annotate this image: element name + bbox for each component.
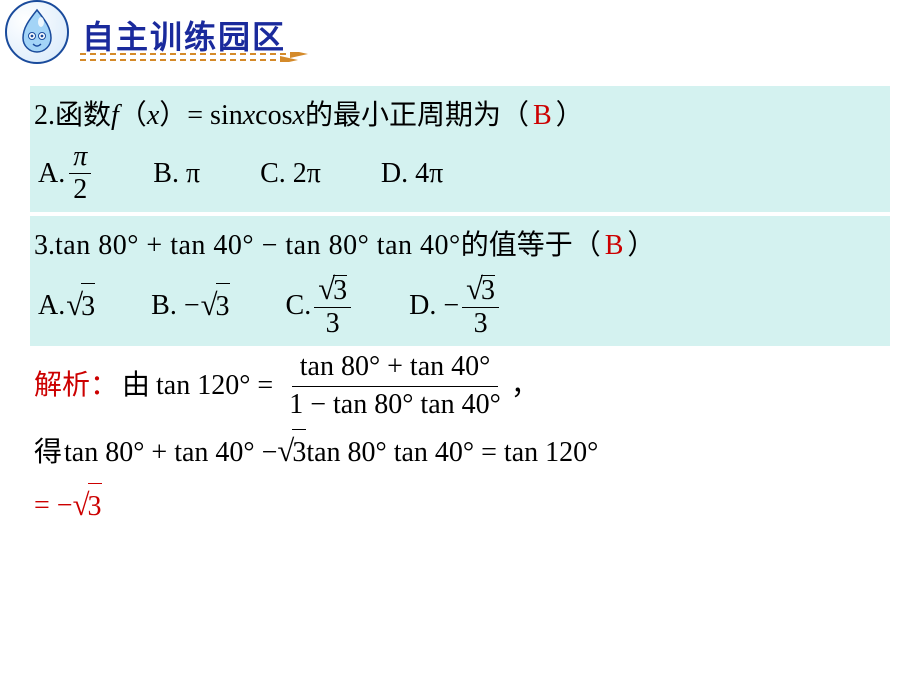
sol-l1-den: 1 − tan 80° tan 40° [281,387,509,421]
sol-l2-a: tan 80° + tan 40° − [64,431,277,474]
rparen3: ） [627,224,655,267]
sol-l1-lhs: tan 120° = [156,364,273,407]
lparen: （ [119,94,147,137]
underline-decoration [80,52,310,62]
q2-x2: x [243,94,255,137]
q2-a-den: 2 [69,174,91,204]
q3-expr: tan 80° + tan 40° − tan 80° tan 40° [55,224,461,267]
sol-line1: 解析： 由 tan 120° = tan 80° + tan 40° 1 − t… [34,352,886,421]
rparen: ） [159,94,187,137]
q2-eq2: cos [255,94,292,137]
q3-post: 的值等于 [461,224,573,267]
q2-num: 2. [34,94,55,137]
sol-l2-pre: 得 [34,431,62,474]
lparen3: （ [573,224,601,267]
q3-b-label: B. − [151,284,199,327]
sol-l1-pre: 由 [122,364,150,407]
lparen2: （ [501,94,529,137]
q2-a-label: A. [38,152,65,195]
content-area: 2. 函数 f （ x ） = sin x cos x 的最小正周期为 （ B … [0,66,920,538]
q3-answer: B [601,224,628,267]
q3-b-rad: 3 [216,283,230,328]
sol-line2: 得 tan 80° + tan 40° − √3 tan 80° tan 40°… [34,428,886,476]
q3-opt-c: C. √3 3 [286,274,354,338]
mascot-logo [5,0,69,64]
q3-d-numrad: 3 [481,275,495,305]
q3-c-label: C. [286,284,312,327]
q2-options: A. π 2 B. π C. 2π D. 4π [34,143,886,204]
q3-opt-b: B. − √3 [151,282,229,330]
q2-opt-c: C. 2π [260,152,321,195]
q2-x1: x [147,94,159,137]
sol-l2-rad: 3 [292,429,306,474]
q3-stem: 3. tan 80° + tan 40° − tan 80° tan 40° 的… [34,224,886,267]
q3-c-numrad: 3 [333,275,347,305]
q2-eq: = sin [187,94,242,137]
sol-label: 解析： [34,364,118,407]
q2-a-num: π [69,143,91,174]
q3-d-label: D. − [409,284,459,327]
sol-comma: ， [511,364,539,407]
q2-opt-d: D. 4π [381,152,443,195]
q2-stem: 2. 函数 f （ x ） = sin x cos x 的最小正周期为 （ B … [34,94,886,137]
q3-c-den: 3 [322,308,344,338]
q3-num: 3. [34,224,55,267]
q3-a-rad: 3 [81,283,95,328]
q2-opt-b: B. π [153,152,200,195]
sol-l3-eq: = − [34,484,73,527]
sol-l1-num: tan 80° + tan 40° [292,352,499,387]
q3-options: A. √3 B. − √3 C. √3 3 D. − √3 3 [34,274,886,338]
rparen2: ） [556,94,584,137]
question-3: 3. tan 80° + tan 40° − tan 80° tan 40° 的… [30,216,890,345]
q2-answer: B [529,94,556,137]
q3-opt-a: A. √3 [38,282,95,330]
q2-post: 的最小正周期为 [305,94,501,137]
q3-d-den: 3 [470,308,492,338]
header-banner: 自主训练园区 [0,0,920,66]
sol-l2-b: tan 80° tan 40° = tan 120° [306,431,598,474]
question-2: 2. 函数 f （ x ） = sin x cos x 的最小正周期为 （ B … [30,86,890,212]
sol-l3-rad: 3 [88,483,102,528]
sol-line3: = − √3 [34,482,886,530]
q3-opt-d: D. − √3 3 [409,274,501,338]
q2-f: f [111,94,119,137]
q2-x3: x [293,94,305,137]
q2-pre: 函数 [55,94,111,137]
q3-a-label: A. [38,284,65,327]
q2-opt-a: A. π 2 [38,143,93,204]
solution-block: 解析： 由 tan 120° = tan 80° + tan 40° 1 − t… [30,350,890,538]
